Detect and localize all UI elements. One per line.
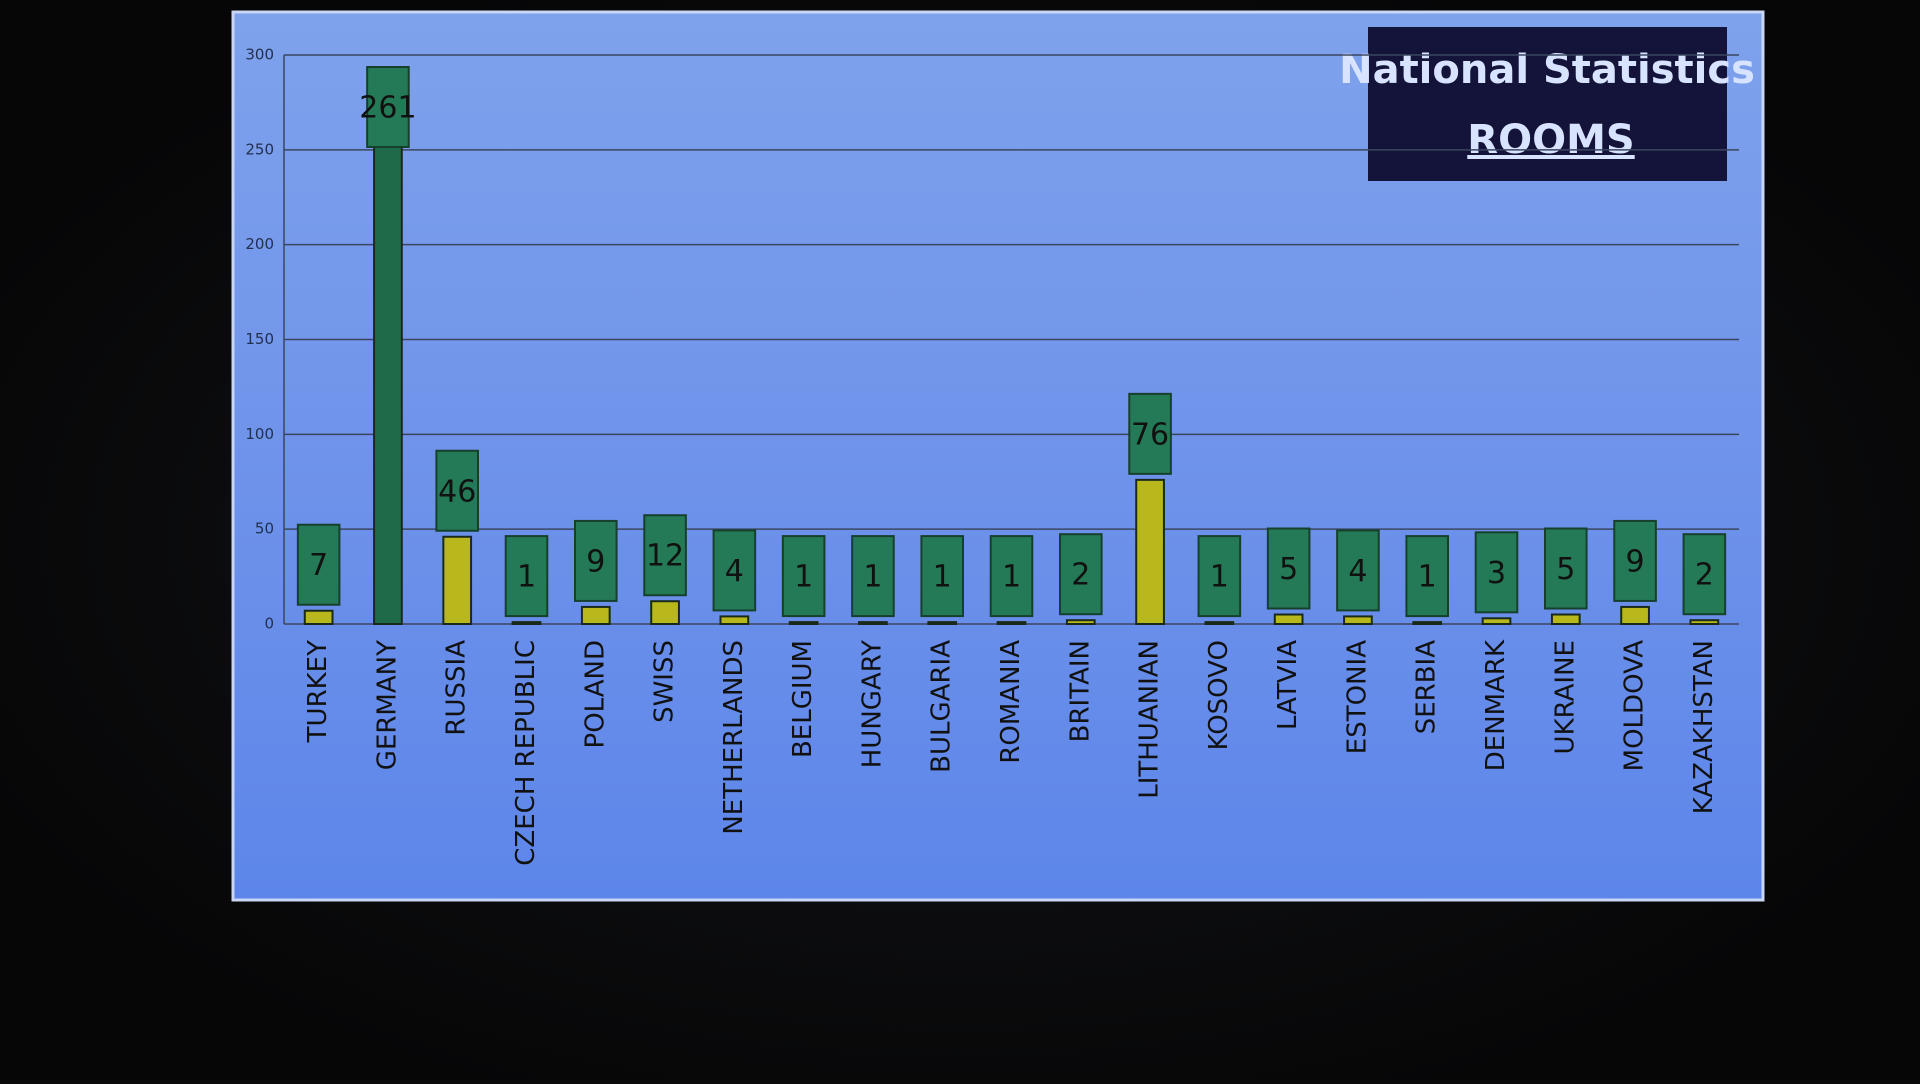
y-tick-label: 0: [264, 615, 274, 633]
bar: [511, 621, 542, 625]
bar: [858, 621, 888, 625]
data-label-box: [296, 523, 341, 606]
bar: [1689, 619, 1720, 625]
x-tick-label: ESTONIA: [1342, 640, 1372, 754]
data-label-box: [1613, 519, 1657, 602]
chart-subtitle: ROOMS: [1467, 117, 1634, 163]
data-label: 1: [863, 560, 882, 595]
data-label: 1: [517, 560, 536, 595]
data-label-box: [435, 449, 479, 532]
data-label-box: [366, 66, 410, 148]
bar: [1204, 621, 1235, 625]
x-tick-label: BELGIUM: [788, 640, 818, 758]
data-label-box: [1197, 535, 1242, 618]
bar: [650, 600, 680, 625]
x-tick-label: RUSSIA: [442, 640, 472, 736]
bar: [1343, 615, 1373, 625]
x-tick-label: KAZAKHSTAN: [1689, 640, 1719, 814]
x-tick-label: SERBIA: [1412, 640, 1442, 735]
x-tick-label: POLAND: [580, 640, 610, 748]
data-label-box: [1128, 392, 1172, 475]
data-label-box: [1336, 529, 1380, 612]
bar: [580, 605, 611, 625]
y-tick-label: 50: [255, 520, 274, 538]
data-label: 1: [1210, 560, 1229, 595]
data-label-box: [504, 535, 549, 618]
bar: [442, 535, 473, 626]
data-label-box: [1405, 535, 1450, 618]
data-label: 76: [1131, 417, 1169, 452]
data-label: 1: [1418, 560, 1437, 595]
data-label-box: [989, 535, 1034, 618]
data-label: 3: [1487, 556, 1506, 591]
data-label-box: [920, 535, 965, 618]
data-label: 261: [359, 91, 416, 126]
chart-title: National Statistics: [1339, 47, 1755, 93]
data-label: 9: [1626, 544, 1645, 579]
x-tick-label: SWISS: [650, 640, 680, 723]
bar: [719, 615, 750, 625]
data-label-box: [574, 519, 618, 602]
y-tick-label: 300: [245, 46, 274, 64]
x-tick-label: BRITAIN: [1065, 640, 1095, 742]
bar: [1273, 613, 1304, 625]
y-tick-label: 250: [245, 140, 274, 158]
bar: [927, 621, 958, 625]
data-label-box: [643, 514, 687, 597]
data-label-box: [712, 529, 757, 612]
x-tick-label: BULGARIA: [927, 640, 957, 773]
x-tick-label: TURKEY: [303, 640, 333, 743]
x-tick-label: CZECH REPUBLIC: [511, 640, 541, 866]
data-label: 46: [438, 474, 476, 509]
x-tick-label: ROMANIA: [996, 640, 1026, 764]
bar: [303, 609, 334, 625]
data-label-box: [1059, 533, 1103, 616]
data-label-box: [1544, 527, 1588, 610]
x-tick-label: HUNGARY: [857, 640, 887, 768]
data-label: 5: [1556, 552, 1575, 587]
x-tick-label: NETHERLANDS: [719, 640, 749, 835]
data-label-box: [781, 535, 826, 618]
bar: [788, 621, 819, 625]
data-label: 1: [1002, 560, 1021, 595]
x-tick-label: LITHUANIAN: [1135, 640, 1165, 799]
data-label: 9: [586, 544, 605, 579]
data-label-box: [1266, 527, 1311, 610]
data-label-box: [1682, 533, 1727, 616]
data-label: 4: [1348, 554, 1367, 589]
data-label-box: [851, 535, 895, 618]
data-label: 7: [309, 548, 328, 583]
bar: [1620, 605, 1650, 625]
bar: [996, 621, 1027, 625]
data-label: 4: [725, 554, 744, 589]
data-label: 1: [933, 560, 952, 595]
y-tick-label: 100: [245, 425, 274, 443]
bar: [1550, 613, 1581, 625]
y-tick-label: 150: [245, 330, 274, 348]
bar: [1065, 619, 1096, 625]
bar: [1412, 621, 1443, 625]
data-label: 2: [1071, 558, 1090, 593]
x-tick-label: MOLDOVA: [1620, 640, 1650, 772]
x-tick-label: LATVIA: [1273, 640, 1303, 730]
data-label: 2: [1695, 558, 1714, 593]
x-tick-label: UKRAINE: [1550, 640, 1580, 754]
bar: [373, 127, 403, 625]
data-label: 1: [794, 560, 813, 595]
x-tick-label: KOSOVO: [1204, 640, 1234, 750]
data-label: 12: [646, 539, 684, 574]
x-tick-label: GERMANY: [372, 640, 402, 770]
bar: [1481, 617, 1512, 625]
x-tick-label: DENMARK: [1481, 639, 1511, 771]
data-label: 5: [1279, 552, 1298, 587]
bar: [1135, 478, 1165, 625]
data-label-box: [1474, 531, 1519, 614]
y-tick-label: 200: [245, 235, 274, 253]
title-box: [1368, 27, 1727, 181]
